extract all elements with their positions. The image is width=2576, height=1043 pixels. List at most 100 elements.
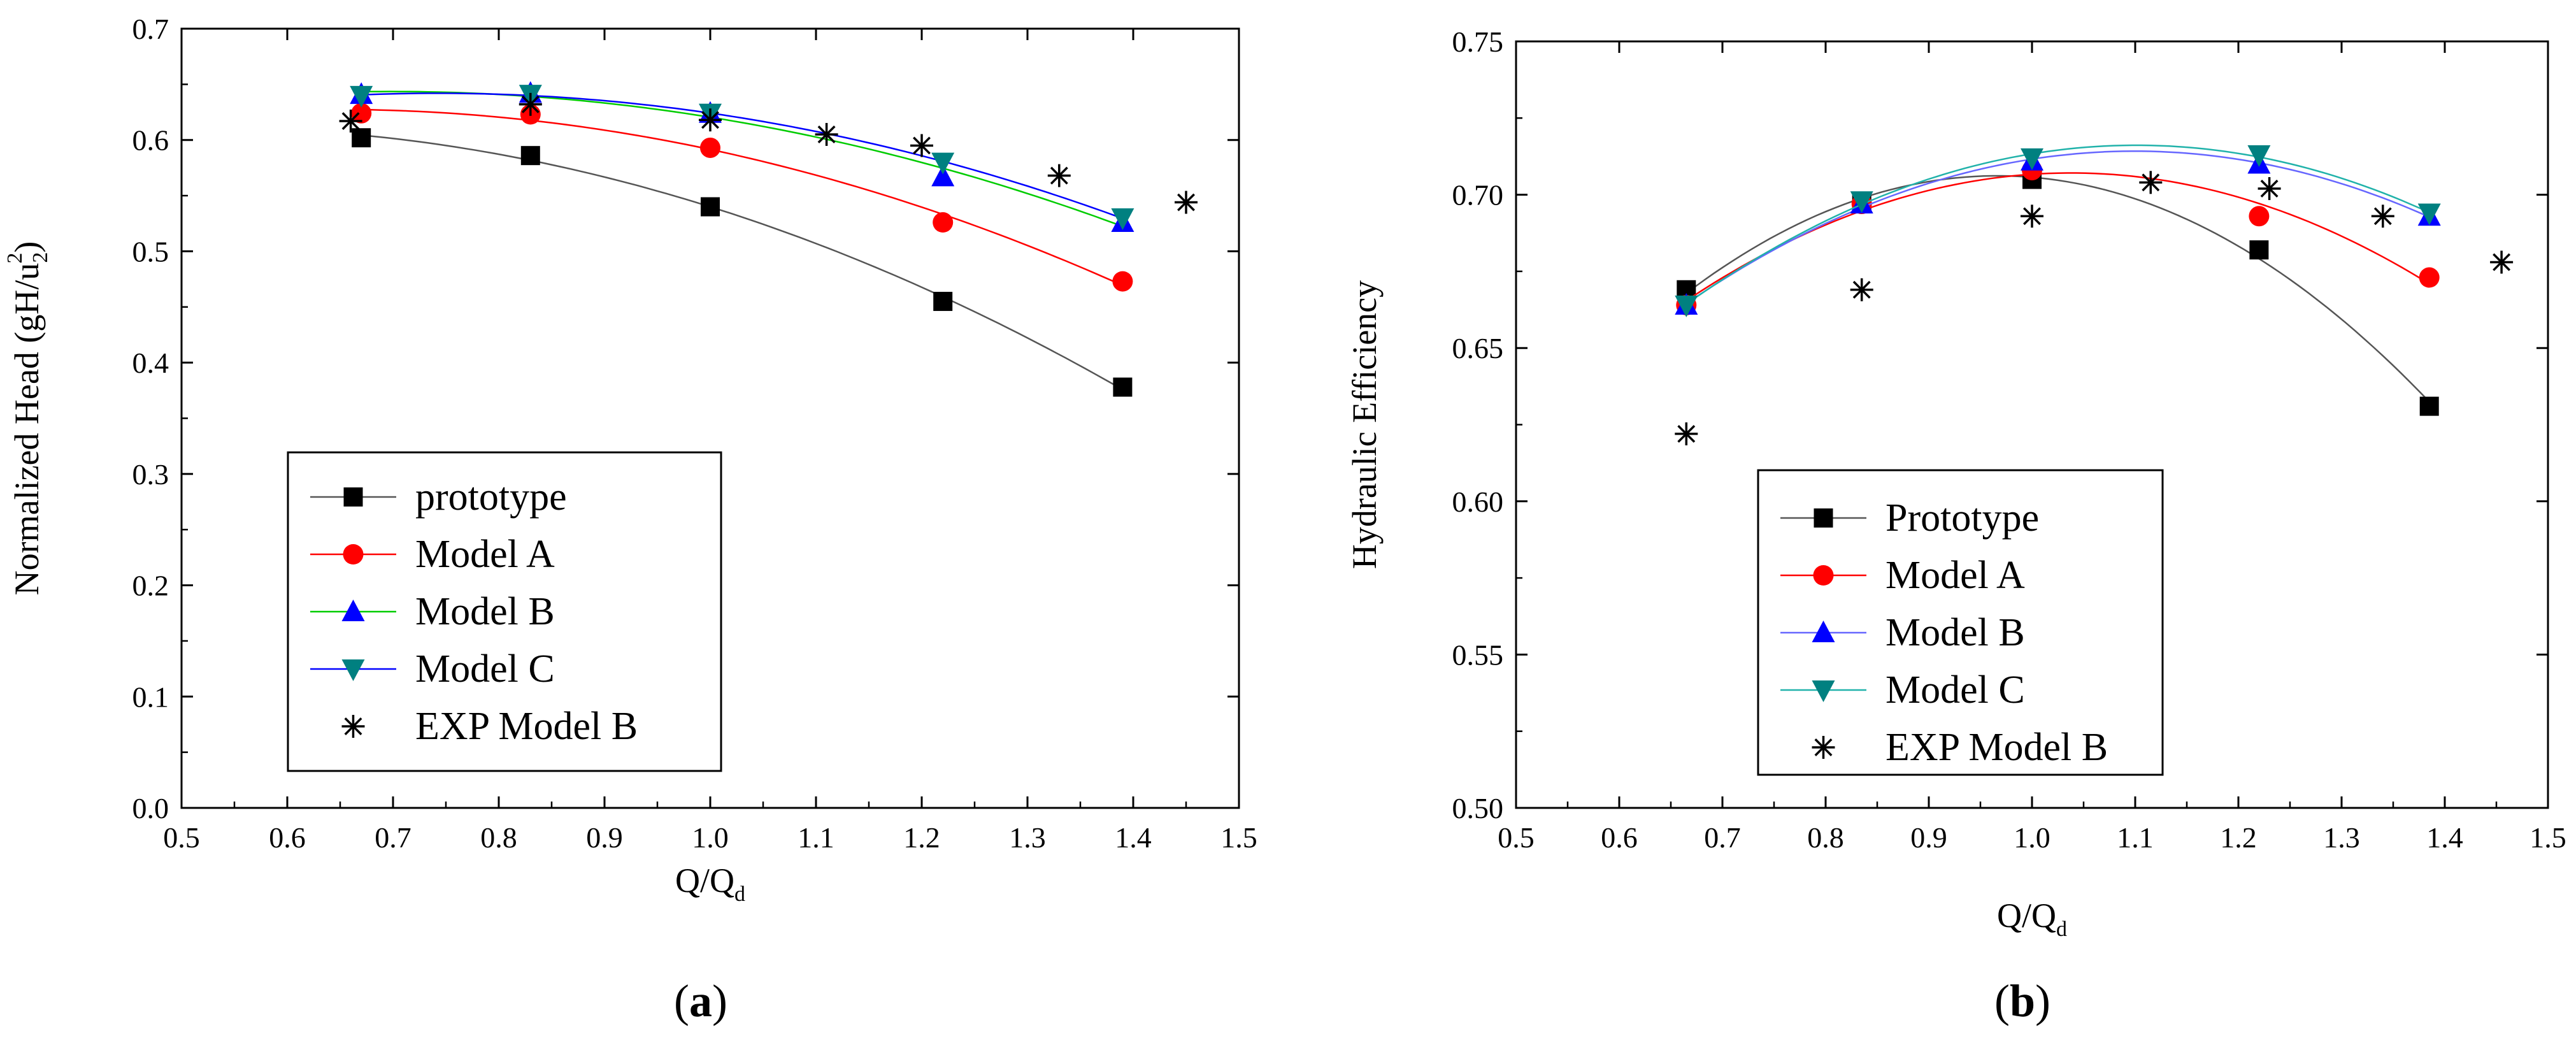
data-point	[350, 85, 373, 108]
y-tick-label: 0.7	[132, 13, 169, 45]
y-tick-label: 0.1	[132, 680, 169, 713]
series-model-a	[351, 103, 1133, 292]
x-tick-label: 1.5	[2529, 821, 2566, 854]
data-point	[2258, 176, 2281, 200]
legend-marker	[1812, 680, 1835, 702]
x-tick-label: 1.0	[692, 821, 729, 854]
legend-marker	[1812, 736, 1835, 759]
series-line	[361, 92, 1123, 219]
legend-label: Model A	[1885, 554, 2025, 597]
y-axis-label-subscript: 2	[29, 252, 52, 263]
x-tick-label: 0.8	[480, 821, 517, 854]
data-point	[519, 92, 542, 116]
legend-label: prototype	[415, 475, 567, 519]
y-tick-label: 0.4	[132, 347, 169, 379]
data-point	[1112, 271, 1133, 292]
x-tick-label: 0.8	[1807, 821, 1844, 854]
y-axis-label: Normalized Head (gH/u22)	[3, 241, 52, 596]
series-model-c	[1675, 144, 2441, 317]
x-tick-label: 1.4	[2426, 821, 2463, 854]
data-point	[1850, 191, 1873, 213]
series-exp-model-b	[1675, 171, 2514, 445]
x-axis-label-subscript: d	[734, 882, 745, 906]
data-point	[815, 122, 838, 146]
legend-label: EXP Model B	[415, 705, 638, 748]
data-point	[352, 128, 371, 148]
data-point	[933, 212, 954, 233]
y-tick-label: 0.70	[1452, 179, 1504, 212]
x-tick-label: 1.4	[1115, 821, 1152, 854]
data-point	[1047, 164, 1071, 187]
x-axis-label-subscript: d	[2056, 917, 2067, 941]
legend-marker	[341, 600, 365, 621]
series-model-b	[1675, 148, 2441, 315]
data-point	[933, 292, 953, 312]
x-tick-label: 1.5	[1220, 821, 1257, 854]
data-point	[2249, 240, 2269, 260]
x-tick-label: 1.3	[2323, 821, 2360, 854]
x-tick-label: 0.6	[1601, 821, 1638, 854]
legend-marker	[1814, 508, 1833, 528]
chart-panel-b: 0.5 0.6 0.7 0.8 0.9 1.0 1.1 1.2 1.3 1.4 1.5 0.50 0.5…	[1345, 25, 2566, 1026]
legend-label: EXP Model B	[1885, 726, 2108, 769]
y-tick-label: 0.55	[1452, 638, 1504, 671]
data-point	[1675, 422, 1698, 445]
legend-label: Model B	[415, 590, 555, 633]
series-prototype	[1677, 169, 2439, 416]
data-point	[1175, 191, 1198, 214]
y-tick-label: 0.50	[1452, 792, 1504, 824]
x-tick-label: 0.7	[1704, 821, 1741, 854]
x-tick-label: 1.1	[798, 821, 834, 854]
legend: prototype Model A Model B Model C EXP Model …	[287, 451, 722, 772]
data-point	[701, 197, 720, 217]
x-tick-label: 1.1	[2117, 821, 2154, 854]
x-tick-label: 0.9	[586, 821, 623, 854]
x-tick-label: 0.9	[1910, 821, 1947, 854]
data-point	[2490, 250, 2514, 274]
data-point	[520, 146, 540, 166]
series-line	[1685, 175, 2430, 403]
data-point	[1111, 208, 1134, 231]
data-point	[1675, 295, 1698, 317]
y-tick-label: 0.6	[132, 124, 169, 157]
series-model-c	[350, 85, 1134, 231]
legend-label: Prototype	[1885, 496, 2039, 540]
data-point	[2247, 145, 2271, 168]
legend-marker	[341, 715, 365, 738]
data-point	[2021, 148, 2043, 170]
data-point	[1850, 278, 1873, 301]
legend-marker	[1812, 621, 1835, 642]
legend-label: Model A	[415, 533, 555, 576]
legend: Prototype Model A Model B Model C EXP Model …	[1757, 469, 2164, 776]
data-point	[910, 134, 933, 157]
chart-panel-a: 0.5 0.6 0.7 0.8 0.9 1.0 1.1 1.2 1.3 1.4 1.5 0.0 0.1 0…	[3, 13, 1257, 1026]
series-prototype	[352, 128, 1133, 397]
data-point	[1113, 377, 1133, 397]
series-line	[1685, 144, 2430, 305]
y-tick-label: 0.75	[1452, 25, 1504, 58]
series-line	[1685, 150, 2430, 305]
legend-label: Model B	[1885, 611, 2025, 654]
y-axis-label-superscript: 2	[3, 253, 27, 264]
x-tick-label: 1.2	[2220, 821, 2257, 854]
data-point	[2371, 205, 2394, 228]
x-tick-label: 1.2	[903, 821, 940, 854]
y-tick-label: 0.0	[132, 792, 169, 824]
series-model-a	[1676, 160, 2440, 315]
legend-marker	[343, 544, 364, 565]
y-axis-label: Hydraulic Efficiency	[1345, 280, 1384, 569]
data-point	[2249, 206, 2270, 227]
y-tick-label: 0.65	[1452, 332, 1504, 364]
legend-marker	[343, 487, 363, 507]
data-point	[2417, 203, 2441, 226]
data-point	[2419, 267, 2440, 288]
series-line	[361, 108, 1123, 287]
x-tick-label: 0.7	[375, 821, 411, 854]
x-axis-label: Q/Qd	[675, 861, 745, 906]
y-tick-label: 0.3	[132, 458, 169, 491]
legend-marker	[1813, 565, 1834, 586]
x-axis-label: Q/Qd	[1997, 896, 2067, 941]
y-tick-label: 0.2	[132, 570, 169, 602]
y-tick-label: 0.5	[132, 235, 169, 268]
